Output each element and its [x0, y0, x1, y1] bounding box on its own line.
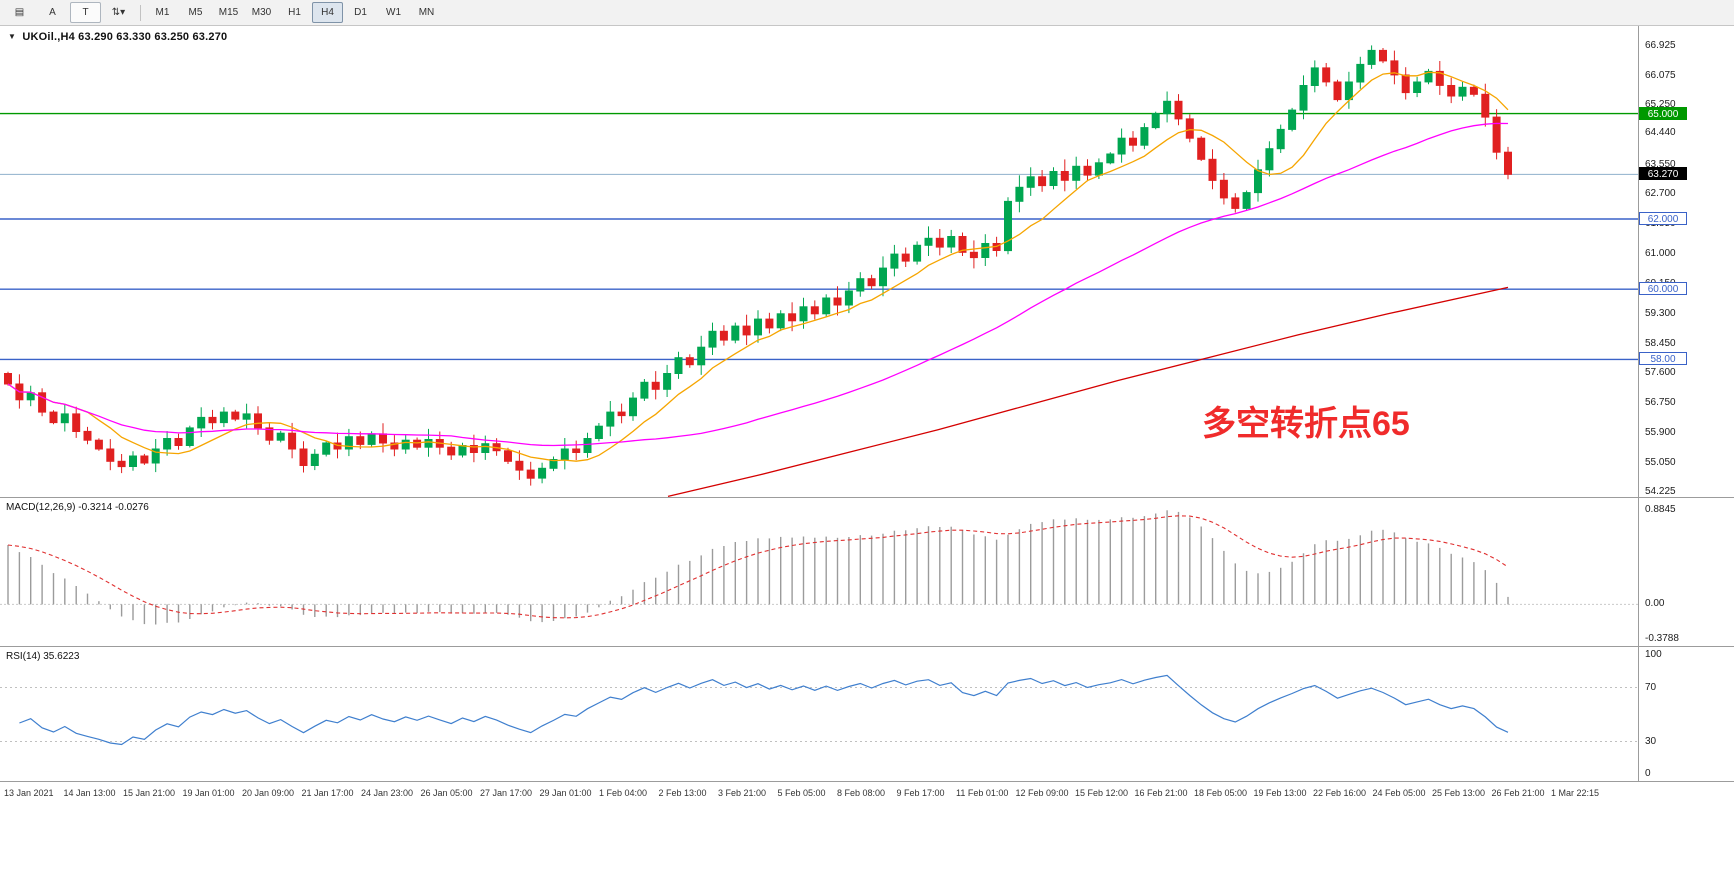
time-axis-label: 13 Jan 2021: [4, 788, 54, 798]
ma-slow-line: [667, 286, 1509, 498]
rsi-line: [19, 674, 1509, 746]
time-axis-label: 14 Jan 13:00: [63, 788, 116, 798]
price-scale-divider: [1638, 26, 1639, 782]
timeframe-m30[interactable]: M30: [251, 7, 272, 18]
scale-adjust-icon[interactable]: ⇅▾: [111, 7, 126, 18]
timeframe-m5[interactable]: M5: [188, 7, 203, 18]
time-axis-label: 25 Feb 13:00: [1432, 788, 1486, 798]
time-axis-label: 19 Jan 01:00: [182, 788, 235, 798]
macd-indicator-label: MACD(12,26,9) -0.3214 -0.0276: [6, 502, 149, 513]
time-axis-label: 1 Feb 04:00: [599, 788, 648, 798]
chart-title-text: UKOil.,H4 63.290 63.330 63.250 63.270: [22, 31, 228, 43]
rsi-scale-label: 100: [1645, 649, 1662, 660]
time-axis-label: 26 Feb 21:00: [1491, 788, 1545, 798]
price-scale-label: 59.300: [1645, 307, 1676, 319]
time-axis-label: 8 Feb 08:00: [837, 788, 886, 798]
time-axis-label: 21 Jan 17:00: [301, 788, 354, 798]
chart-grid-icon[interactable]: ▤: [14, 7, 25, 18]
price-badge-65.000[interactable]: 65.000: [1639, 106, 1687, 120]
price-badge-62.000[interactable]: 62.000: [1639, 211, 1687, 225]
ma-medium-line: [7, 122, 1509, 447]
rsi-scale-label: 0: [1645, 768, 1651, 779]
current-price-badge: 63.270: [1639, 167, 1687, 181]
rsi-scale-label: 70: [1645, 681, 1657, 693]
rsi-scale-label: 30: [1645, 735, 1657, 747]
price-badge-58.00[interactable]: 58.00: [1639, 352, 1687, 366]
up-candles: [26, 45, 1467, 484]
price-scale-label: 54.225: [1645, 486, 1676, 498]
time-axis-label: 19 Feb 13:00: [1253, 788, 1307, 798]
macd-histogram: [7, 510, 1509, 625]
price-scale-label: 57.600: [1645, 367, 1676, 379]
timeframe-w1[interactable]: W1: [386, 7, 401, 18]
price-scale-label: 66.925: [1645, 39, 1676, 51]
chart-annotation-text[interactable]: 多空转折点65: [1202, 405, 1410, 443]
timeframe-buttons: M1 M5 M15 M30 H1 H4 D1 W1 MN: [146, 2, 443, 23]
price-scale-label: 65.250: [1645, 98, 1676, 110]
price-scale-label: 55.900: [1645, 427, 1676, 439]
time-axis-label: 20 Jan 09:00: [242, 788, 295, 798]
chart-window: ▼ UKOil.,H4 63.290 63.330 63.250 63.270 …: [0, 26, 1734, 894]
timeframe-m15[interactable]: M15: [218, 7, 239, 18]
time-axis-label: 26 Jan 05:00: [420, 788, 473, 798]
price-scale-label: 62.700: [1645, 188, 1676, 200]
time-axis-label: 24 Feb 05:00: [1372, 788, 1426, 798]
toolbar: ▤ A T ⇅▾ M1 M5 M15 M30 H1 H4 D1 W1 MN: [0, 0, 1734, 26]
time-axis-label: 12 Feb 09:00: [1015, 788, 1069, 798]
timeframe-mn[interactable]: MN: [418, 7, 435, 18]
toolbar-separator: [140, 4, 141, 21]
time-axis-label: 18 Feb 05:00: [1194, 788, 1248, 798]
time-axis-label: 2 Feb 13:00: [658, 788, 707, 798]
time-axis-label: 15 Jan 21:00: [123, 788, 176, 798]
price-scale-label: 66.075: [1645, 69, 1676, 81]
text-tool-icon[interactable]: T: [70, 2, 101, 23]
rsi-pane[interactable]: [0, 647, 1638, 782]
pane-divider: [0, 781, 1734, 782]
time-axis-label: 22 Feb 16:00: [1313, 788, 1367, 798]
price-scale-label: 58.450: [1645, 337, 1676, 349]
macd-scale-label: 0.8845: [1645, 504, 1676, 516]
macd-signal-line: [7, 515, 1509, 619]
time-axis-label: 1 Mar 22:15: [1551, 788, 1600, 798]
timeframe-h4[interactable]: H4: [312, 2, 343, 23]
price-scale-label: 55.050: [1645, 457, 1676, 469]
time-axis-label: 15 Feb 12:00: [1075, 788, 1129, 798]
pane-divider[interactable]: [0, 646, 1734, 647]
time-axis-label: 16 Feb 21:00: [1134, 788, 1188, 798]
time-axis-label: 3 Feb 21:00: [718, 788, 767, 798]
price-scale-label: 63.550: [1645, 158, 1676, 170]
timeframe-h1[interactable]: H1: [288, 7, 301, 18]
time-axis-label: 27 Jan 17:00: [480, 788, 533, 798]
time-axis-label: 11 Feb 01:00: [956, 788, 1009, 798]
macd-scale-label: -0.3788: [1645, 633, 1679, 644]
time-axis[interactable]: 13 Jan 2021 14 Jan 13:00 15 Jan 21:00 19 Ja…: [0, 782, 1734, 806]
time-axis-label: 9 Feb 17:00: [896, 788, 945, 798]
toolbar-tools: ▤ A T ⇅▾: [3, 2, 135, 23]
time-axis-label: 24 Jan 23:00: [361, 788, 414, 798]
price-scale-label: 56.750: [1645, 397, 1676, 409]
pane-divider[interactable]: [0, 497, 1734, 498]
timeframe-d1[interactable]: D1: [354, 7, 367, 18]
main-price-pane[interactable]: [0, 26, 1638, 498]
rsi-indicator-label: RSI(14) 35.6223: [6, 651, 80, 662]
arrow-tool-icon[interactable]: A: [49, 7, 56, 18]
time-axis-label: 29 Jan 01:00: [539, 788, 592, 798]
ma-fast-line: [7, 71, 1509, 462]
chart-title: ▼ UKOil.,H4 63.290 63.330 63.250 63.270: [8, 31, 227, 43]
time-axis-label: 5 Feb 05:00: [777, 788, 826, 798]
timeframe-m1[interactable]: M1: [155, 7, 170, 18]
macd-scale-label: 0.00: [1645, 598, 1665, 610]
price-badge-60.000[interactable]: 60.000: [1639, 282, 1687, 296]
price-scale-label: 61.000: [1645, 248, 1676, 260]
macd-pane[interactable]: [0, 498, 1638, 647]
price-scale-label: 64.440: [1645, 127, 1676, 139]
collapse-chart-icon[interactable]: ▼: [8, 32, 17, 41]
